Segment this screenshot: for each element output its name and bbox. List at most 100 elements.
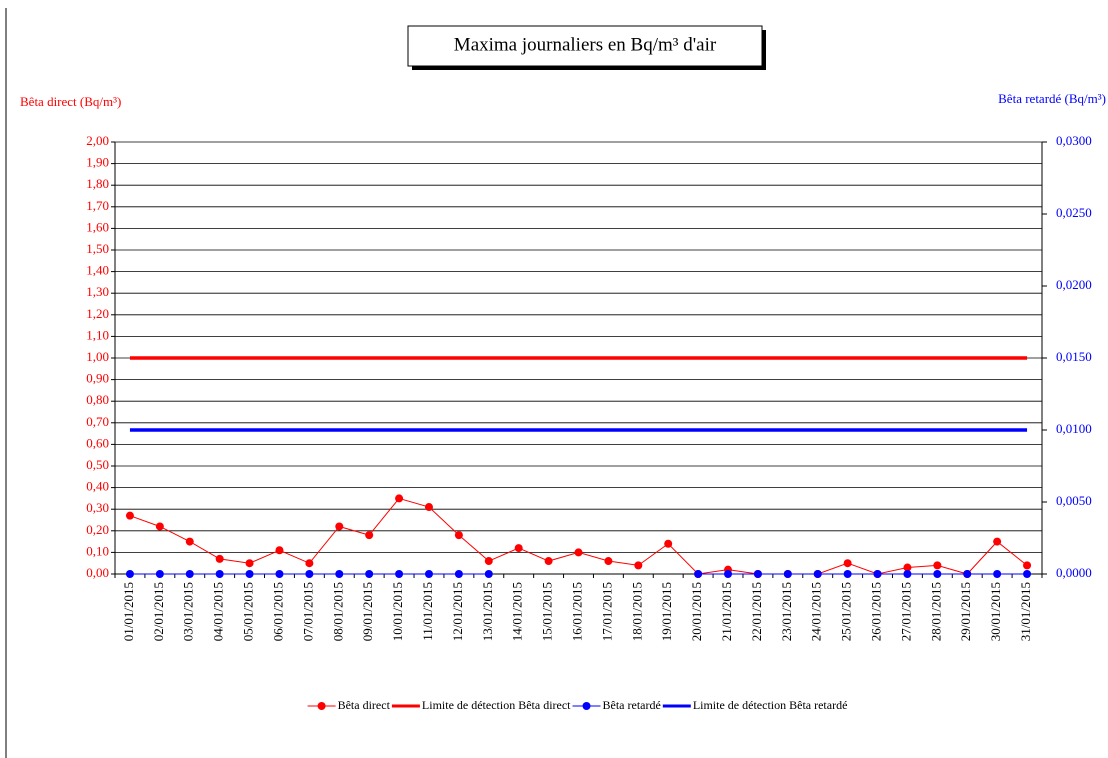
y-tick-label: 1,10 bbox=[86, 327, 109, 342]
data-point bbox=[993, 537, 1002, 546]
data-point bbox=[903, 570, 912, 578]
x-tick-label: 14/01/2015 bbox=[510, 582, 525, 641]
data-point bbox=[215, 570, 224, 578]
data-point bbox=[454, 531, 463, 540]
data-point bbox=[335, 522, 344, 531]
x-tick-label: 12/01/2015 bbox=[450, 582, 465, 641]
y-tick-label: 1,70 bbox=[86, 198, 109, 213]
data-point bbox=[155, 522, 164, 531]
x-tick-label: 01/01/2015 bbox=[121, 582, 136, 641]
legend-label: Bêta direct bbox=[338, 698, 391, 712]
data-point bbox=[694, 570, 703, 578]
y-tick-label: 0,70 bbox=[86, 414, 109, 429]
y2-tick-label: 0,0000 bbox=[1056, 565, 1092, 580]
data-point bbox=[484, 557, 493, 566]
data-point bbox=[753, 570, 762, 578]
y-tick-label: 0,30 bbox=[86, 500, 109, 515]
legend-marker bbox=[317, 702, 326, 710]
data-point bbox=[454, 570, 463, 578]
data-point bbox=[185, 537, 194, 546]
y-tick-label: 1,50 bbox=[86, 241, 109, 256]
data-point bbox=[1023, 570, 1032, 578]
data-point bbox=[395, 570, 404, 578]
x-tick-label: 22/01/2015 bbox=[749, 582, 764, 641]
x-tick-label: 30/01/2015 bbox=[988, 582, 1003, 641]
x-tick-label: 03/01/2015 bbox=[181, 582, 196, 641]
y-tick-label: 0,90 bbox=[86, 371, 109, 386]
data-point bbox=[544, 557, 553, 566]
x-tick-label: 10/01/2015 bbox=[390, 582, 405, 641]
data-point bbox=[724, 570, 733, 578]
chart-title: Maxima journaliers en Bq/m³ d'air bbox=[454, 34, 717, 55]
data-point bbox=[125, 570, 134, 578]
x-tick-label: 28/01/2015 bbox=[928, 582, 943, 641]
y-tick-label: 0,00 bbox=[86, 565, 109, 580]
y-tick-label: 0,80 bbox=[86, 392, 109, 407]
x-tick-label: 13/01/2015 bbox=[480, 582, 495, 641]
x-tick-label: 07/01/2015 bbox=[300, 582, 315, 641]
data-point bbox=[424, 503, 433, 512]
x-tick-label: 02/01/2015 bbox=[151, 582, 166, 641]
data-point bbox=[993, 570, 1002, 578]
data-point bbox=[155, 570, 164, 578]
x-tick-label: 24/01/2015 bbox=[809, 582, 824, 641]
x-tick-label: 05/01/2015 bbox=[241, 582, 256, 641]
x-tick-label: 25/01/2015 bbox=[839, 582, 854, 641]
x-tick-label: 11/01/2015 bbox=[420, 582, 435, 641]
y2-tick-label: 0,0200 bbox=[1056, 277, 1092, 292]
data-point bbox=[903, 563, 912, 572]
y2-tick-label: 0,0150 bbox=[1056, 349, 1092, 364]
data-point bbox=[305, 570, 314, 578]
y-tick-label: 1,30 bbox=[86, 284, 109, 299]
x-tick-label: 23/01/2015 bbox=[779, 582, 794, 641]
data-point bbox=[365, 531, 374, 540]
x-tick-label: 04/01/2015 bbox=[211, 582, 226, 641]
x-tick-label: 06/01/2015 bbox=[270, 582, 285, 641]
x-tick-label: 19/01/2015 bbox=[659, 582, 674, 641]
legend-marker bbox=[582, 702, 591, 710]
data-point bbox=[1023, 561, 1032, 570]
y-tick-label: 0,10 bbox=[86, 543, 109, 558]
data-point bbox=[843, 570, 852, 578]
y-tick-label: 1,60 bbox=[86, 219, 109, 234]
legend-label: Bêta retardé bbox=[603, 698, 661, 712]
data-point bbox=[365, 570, 374, 578]
y-tick-label: 1,80 bbox=[86, 176, 109, 191]
x-tick-label: 09/01/2015 bbox=[360, 582, 375, 641]
data-point bbox=[634, 561, 643, 570]
data-point bbox=[604, 557, 613, 566]
x-tick-label: 31/01/2015 bbox=[1018, 582, 1033, 641]
x-tick-label: 18/01/2015 bbox=[629, 582, 644, 641]
x-tick-label: 20/01/2015 bbox=[689, 582, 704, 641]
y-tick-label: 2,00 bbox=[86, 133, 109, 148]
legend-label: Limite de détection Bêta direct bbox=[422, 698, 571, 712]
y-tick-label: 1,20 bbox=[86, 306, 109, 321]
x-tick-label: 21/01/2015 bbox=[719, 582, 734, 641]
data-point bbox=[574, 548, 583, 557]
y2-tick-label: 0,0050 bbox=[1056, 493, 1092, 508]
y2-tick-label: 0,0250 bbox=[1056, 205, 1092, 220]
legend-label: Limite de détection Bêta retardé bbox=[693, 698, 848, 712]
data-point bbox=[484, 570, 493, 578]
data-point bbox=[424, 570, 433, 578]
data-point bbox=[125, 511, 134, 520]
data-point bbox=[933, 570, 942, 578]
y2-axis-label: Bêta retardé (Bq/m³) bbox=[998, 91, 1106, 106]
data-point bbox=[245, 559, 254, 568]
y-tick-label: 1,90 bbox=[86, 155, 109, 170]
legend: Bêta direct Limite de détection Bêta dire… bbox=[307, 698, 848, 712]
y-axis-label: Bêta direct (Bq/m³) bbox=[20, 94, 121, 109]
x-tick-label: 29/01/2015 bbox=[958, 582, 973, 641]
x-tick-label: 15/01/2015 bbox=[540, 582, 555, 641]
x-tick-label: 27/01/2015 bbox=[898, 582, 913, 641]
y-tick-label: 0,20 bbox=[86, 522, 109, 537]
data-point bbox=[395, 494, 404, 503]
x-tick-label: 08/01/2015 bbox=[330, 582, 345, 641]
title-box bbox=[407, 25, 763, 67]
data-point bbox=[335, 570, 344, 578]
data-point bbox=[783, 570, 792, 578]
data-point bbox=[843, 559, 852, 568]
y2-tick-label: 0,0100 bbox=[1056, 421, 1092, 436]
x-tick-label: 26/01/2015 bbox=[869, 582, 884, 641]
